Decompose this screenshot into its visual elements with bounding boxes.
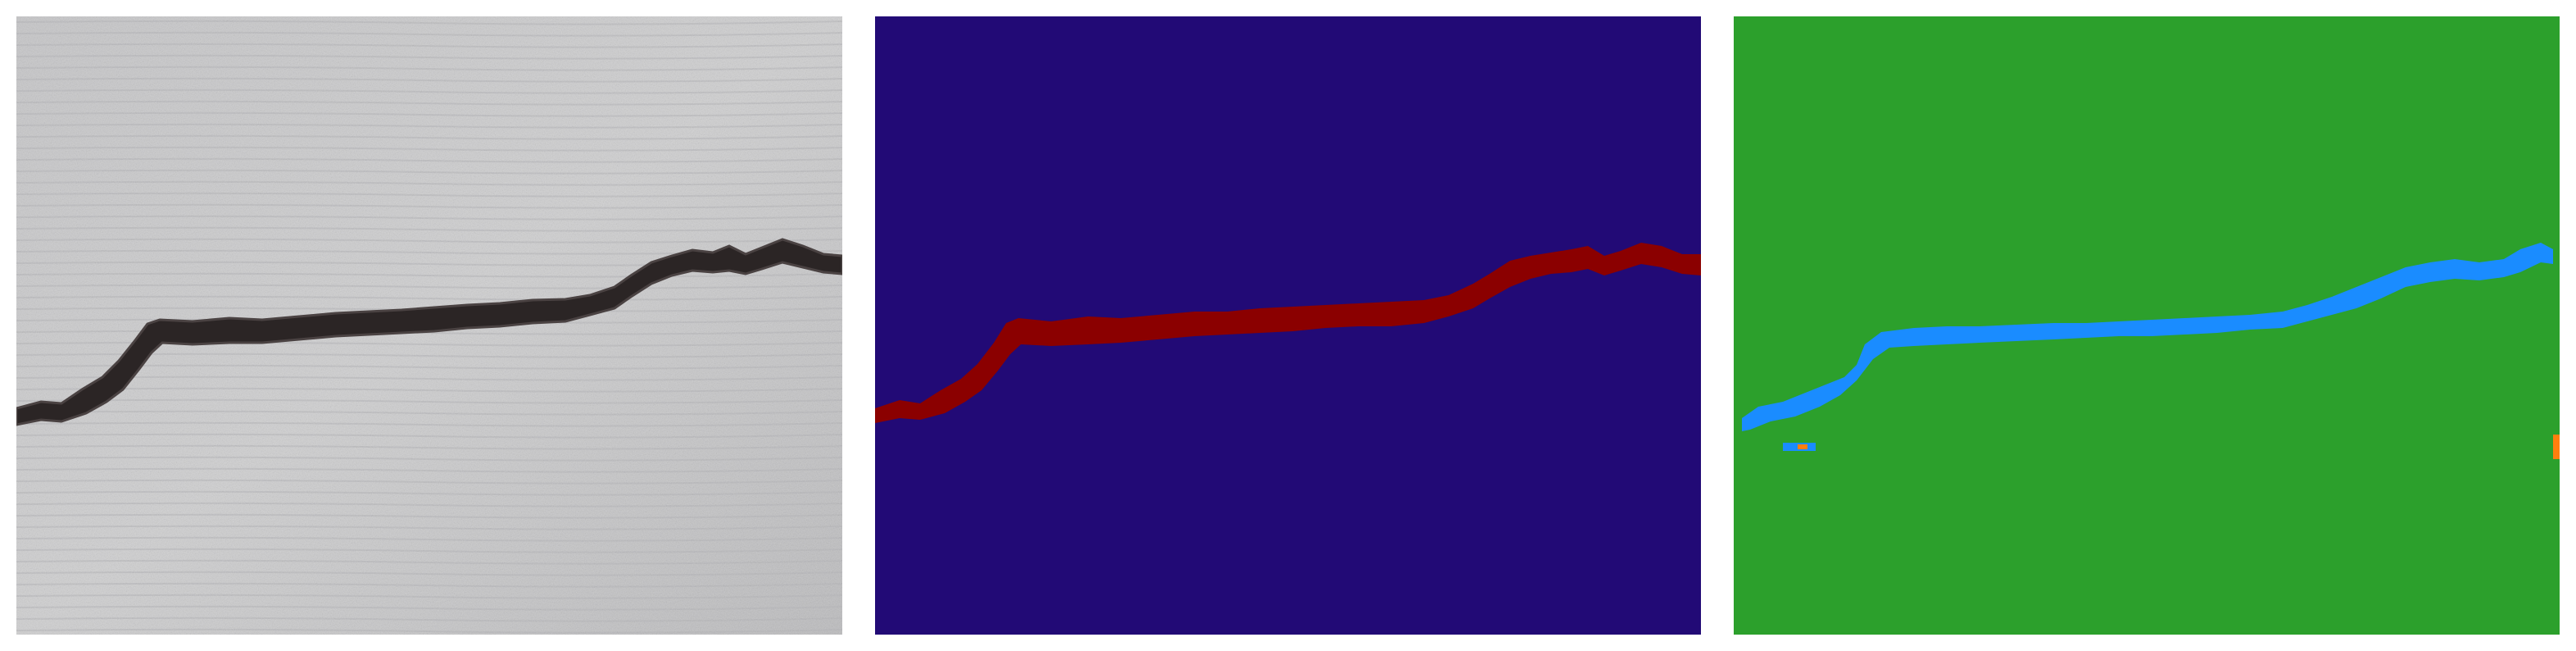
prediction-mask xyxy=(1734,16,2560,635)
prediction-canvas xyxy=(1734,16,2560,635)
crack xyxy=(16,238,842,426)
prediction-edge-noise xyxy=(2553,435,2560,459)
prediction-noise-orange xyxy=(1798,444,1807,449)
ground-truth-canvas xyxy=(875,16,1701,635)
photo-canvas xyxy=(16,16,842,635)
concrete-crack-photo xyxy=(16,16,842,635)
mask-crack xyxy=(875,243,1701,423)
ground-truth-mask xyxy=(875,16,1701,635)
prediction-crack xyxy=(1742,243,2553,431)
